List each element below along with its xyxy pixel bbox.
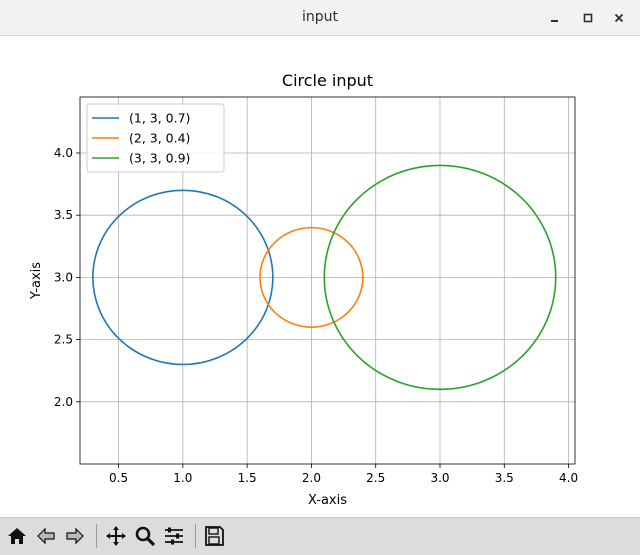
close-icon <box>614 13 624 23</box>
pan-icon <box>106 526 126 546</box>
home-button[interactable] <box>4 522 30 550</box>
navigation-toolbar <box>0 517 640 555</box>
x-tick-label: 1.0 <box>173 471 192 485</box>
close-button[interactable] <box>609 8 629 28</box>
legend-box <box>86 103 225 173</box>
x-tick-label: 3.0 <box>430 471 449 485</box>
back-icon <box>37 527 55 545</box>
x-tick-label: 2.0 <box>302 471 321 485</box>
save-button[interactable] <box>201 522 227 550</box>
maximize-button[interactable] <box>578 8 598 28</box>
configure-subplots-button[interactable] <box>161 522 187 550</box>
y-axis-label: Y-axis <box>29 262 44 300</box>
legend: (1, 3, 0.7) (2, 3, 0.4) (3, 3, 0.9) <box>86 103 225 173</box>
minimize-icon <box>551 20 558 22</box>
tick-layer: 0.5 1.0 1.5 2.0 2.5 3.0 3.5 4.0 2.0 2.5 3.0 3.5 4.0 <box>54 146 578 485</box>
x-tick-label: 0.5 <box>109 471 128 485</box>
axes-frame <box>79 96 576 465</box>
legend-label: (1, 3, 0.7) <box>129 111 190 126</box>
window-titlebar: input <box>0 0 640 36</box>
legend-label: (2, 3, 0.4) <box>129 131 190 146</box>
circle-series-line <box>259 226 364 328</box>
maximize-icon <box>583 13 593 23</box>
home-icon <box>8 528 26 544</box>
y-tick-label: 2.0 <box>54 395 73 409</box>
y-tick-label: 4.0 <box>54 146 73 160</box>
y-tick-label: 2.5 <box>54 333 73 347</box>
x-tick-label: 2.5 <box>366 471 385 485</box>
figure-canvas: 0.5 1.0 1.5 2.0 2.5 3.0 3.5 4.0 2.0 2.5 3.0 3.5 4.0 … <box>0 36 640 517</box>
y-tick-label: 3.5 <box>54 208 73 222</box>
x-tick-label: 4.0 <box>559 471 578 485</box>
zoom-button[interactable] <box>132 522 158 550</box>
pan-button[interactable] <box>103 522 129 550</box>
series-layer <box>92 164 557 391</box>
chart-svg: 0.5 1.0 1.5 2.0 2.5 3.0 3.5 4.02.02.53.03.54.0 … <box>29 71 578 508</box>
circle-series-line <box>323 164 557 391</box>
forward-icon <box>66 527 84 545</box>
y-tick-label: 3.0 <box>54 270 73 284</box>
window-title: input <box>301 9 338 25</box>
back-button[interactable] <box>33 522 59 550</box>
x-tick-label: 3.5 <box>495 471 514 485</box>
x-tick-label: 1.5 <box>238 471 257 485</box>
minimize-button[interactable] <box>544 8 564 28</box>
circle-series-line <box>92 189 274 366</box>
zoom-icon <box>135 526 156 547</box>
chart-title: Circle input <box>282 71 373 90</box>
configure-subplots-icon <box>165 527 183 545</box>
legend-label: (3, 3, 0.9) <box>129 151 190 166</box>
toolbar-separator <box>96 524 97 548</box>
x-axis-label: X-axis <box>308 493 347 508</box>
save-icon <box>205 526 224 546</box>
toolbar-separator <box>195 524 196 548</box>
forward-button[interactable] <box>62 522 88 550</box>
